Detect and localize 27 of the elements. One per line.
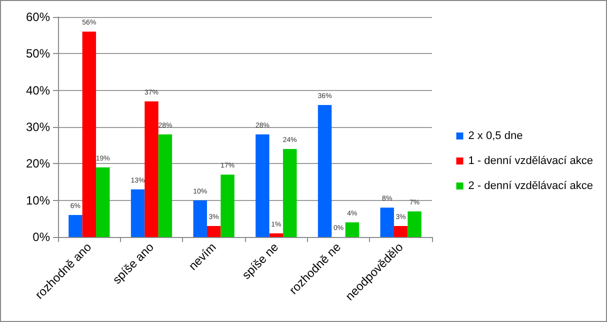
bar xyxy=(256,134,270,237)
bar xyxy=(144,101,158,237)
y-tick-label: 60% xyxy=(26,10,50,24)
y-tick-label: 20% xyxy=(26,156,50,171)
legend-label: 1 - denní vzdělávací akce xyxy=(468,155,594,167)
y-tick-label: 50% xyxy=(26,46,50,61)
bar xyxy=(130,189,145,237)
bar xyxy=(318,105,332,237)
bar xyxy=(96,167,110,237)
legend-label: 2 - denní vzdělávací akce xyxy=(468,180,594,192)
bar xyxy=(193,200,207,237)
bar xyxy=(269,233,284,237)
bar xyxy=(345,222,360,237)
bar xyxy=(394,226,408,237)
y-tick-label: 10% xyxy=(26,193,50,208)
bar xyxy=(206,226,221,237)
bar xyxy=(158,134,172,237)
y-tick-label: 40% xyxy=(26,83,50,98)
bar xyxy=(283,149,297,237)
bar xyxy=(68,215,82,237)
bar xyxy=(380,208,394,237)
y-tick-label: 30% xyxy=(26,120,50,134)
bar xyxy=(408,211,422,237)
legend-label: 2 x 0,5 dne xyxy=(468,130,523,142)
y-tick-label: 0% xyxy=(32,230,50,244)
bar xyxy=(82,32,96,237)
bar xyxy=(220,174,234,237)
